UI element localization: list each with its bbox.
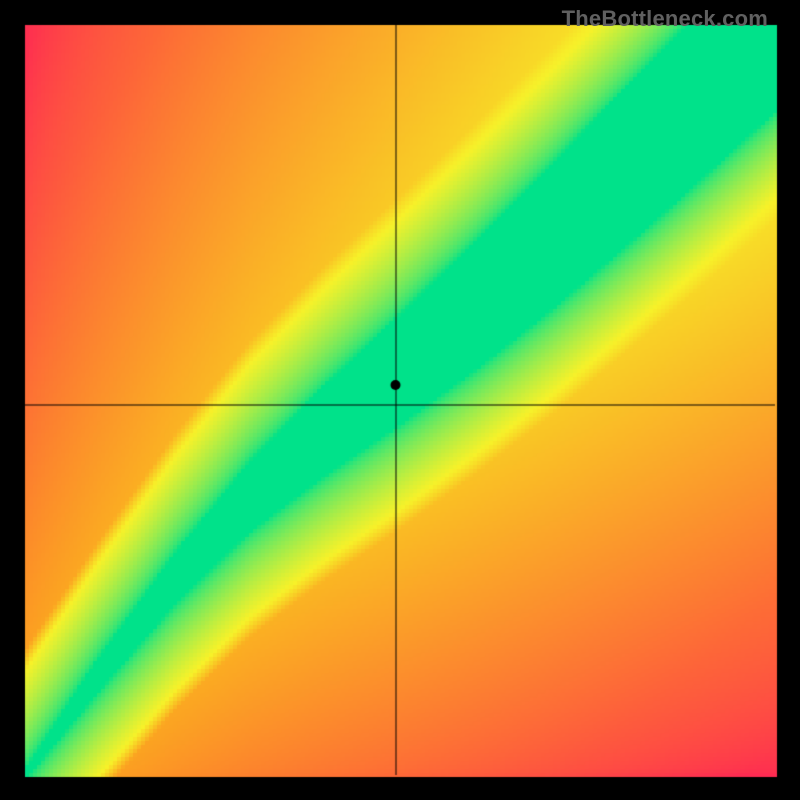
bottleneck-heatmap [0,0,800,800]
watermark-text: TheBottleneck.com [562,6,768,32]
chart-container: TheBottleneck.com [0,0,800,800]
